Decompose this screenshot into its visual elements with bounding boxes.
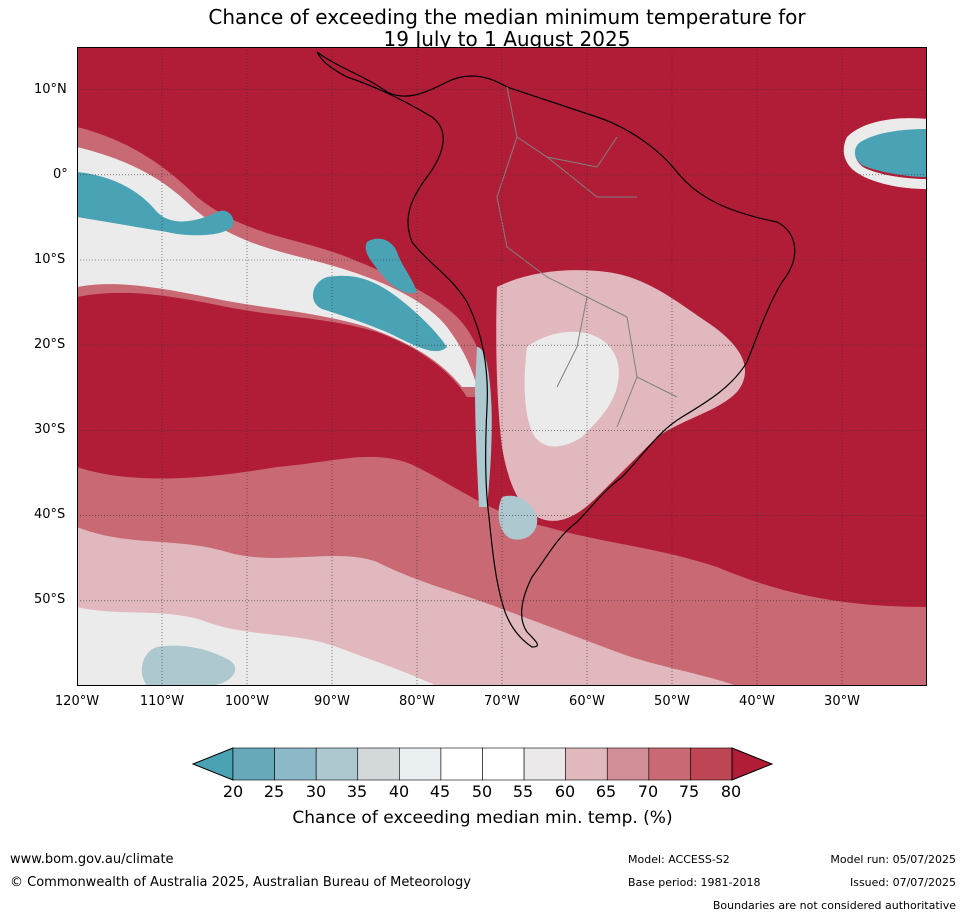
south-america-coastline	[316, 51, 796, 648]
colorbar-tick-30: 30	[305, 782, 327, 801]
lon-label-110w: 110°W	[139, 694, 185, 709]
colorbar-tick-80: 80	[720, 782, 742, 801]
pacific-blue-patch-east	[312, 275, 447, 352]
footer-copyright: © Commonwealth of Australia 2025, Austra…	[10, 875, 471, 890]
colorbar-tick-25: 25	[263, 782, 285, 801]
lon-label-50w: 50°W	[654, 694, 690, 709]
map-frame	[77, 47, 927, 686]
colorbar-tick-45: 45	[429, 782, 451, 801]
atlantic-blue-patch	[853, 126, 927, 177]
colorbar-bin	[399, 747, 442, 781]
colorbar-bin	[232, 747, 275, 781]
colorbar-tick-55: 55	[512, 782, 534, 801]
map-canvas	[77, 47, 927, 686]
lat-label-0: 0°	[53, 167, 68, 182]
lon-label-70w: 70°W	[484, 694, 520, 709]
lat-label-30s: 30°S	[34, 422, 66, 437]
footer-base-period: Base period: 1981-2018	[628, 876, 761, 889]
pacific-blue-band	[77, 172, 234, 236]
colorbar-label: Chance of exceeding median min. temp. (%…	[292, 808, 673, 828]
map-title-line-2: 19 July to 1 August 2025	[383, 27, 631, 51]
colorbar-bin	[606, 747, 650, 781]
map-title-line-1: Chance of exceeding the median minimum t…	[208, 5, 806, 29]
colorbar-bin	[357, 747, 400, 781]
lat-label-40s: 40°S	[34, 507, 66, 522]
colorbar-under-triangle	[192, 747, 234, 781]
lat-label-50s: 50°S	[34, 592, 66, 607]
footer-boundaries-note: Boundaries are not considered authoritat…	[712, 899, 956, 912]
lon-label-120w: 120°W	[54, 694, 100, 709]
colorbar-bin	[274, 747, 317, 781]
colorbar-tick-70: 70	[637, 782, 659, 801]
footer-url[interactable]: www.bom.gov.au/climate	[10, 852, 174, 867]
colorbar-tick-35: 35	[346, 782, 368, 801]
colorbar-bin	[565, 747, 608, 781]
lon-label-30w: 30°W	[824, 694, 860, 709]
colorbar-bin	[648, 747, 691, 781]
footer-issued: Issued: 07/07/2025	[849, 876, 956, 889]
colorbar-bin	[440, 747, 483, 781]
colorbar-tick-50: 50	[471, 782, 493, 801]
colorbar-bins	[232, 747, 733, 781]
colorbar-tick-60: 60	[554, 782, 576, 801]
colorbar-bin	[523, 747, 566, 781]
graticule	[77, 47, 927, 686]
footer-model-run: Model run: 05/07/2025	[830, 853, 956, 866]
colorbar-tick-75: 75	[678, 782, 700, 801]
atlantic-light-patch	[843, 118, 927, 189]
southern-ocean-blue-patch	[141, 645, 236, 686]
colorbar-bin	[482, 747, 525, 781]
colorbar-tick-65: 65	[595, 782, 617, 801]
pacific-blue-patch-peru	[365, 238, 417, 294]
lon-label-40w: 40°W	[739, 694, 775, 709]
colorbar-bin	[690, 747, 733, 781]
lon-label-90w: 90°W	[314, 694, 350, 709]
continent-central-neutral	[524, 331, 619, 447]
lat-label-20s: 20°S	[34, 337, 66, 352]
colorbar	[192, 747, 774, 781]
colorbar-tick-40: 40	[388, 782, 410, 801]
colorbar-tick-20: 20	[222, 782, 244, 801]
continent-central-light	[496, 270, 746, 521]
forecast-map	[77, 47, 927, 686]
footer-model: Model: ACCESS-S2	[628, 853, 730, 866]
patagonia-blue-patch	[498, 495, 538, 540]
lat-label-10n: 10°N	[34, 82, 67, 97]
lon-label-100w: 100°W	[224, 694, 270, 709]
colorbar-over-triangle	[731, 747, 774, 781]
colorbar-bin	[315, 747, 359, 781]
lon-label-60w: 60°W	[569, 694, 605, 709]
lat-label-10s: 10°S	[34, 252, 66, 267]
lon-label-80w: 80°W	[399, 694, 435, 709]
